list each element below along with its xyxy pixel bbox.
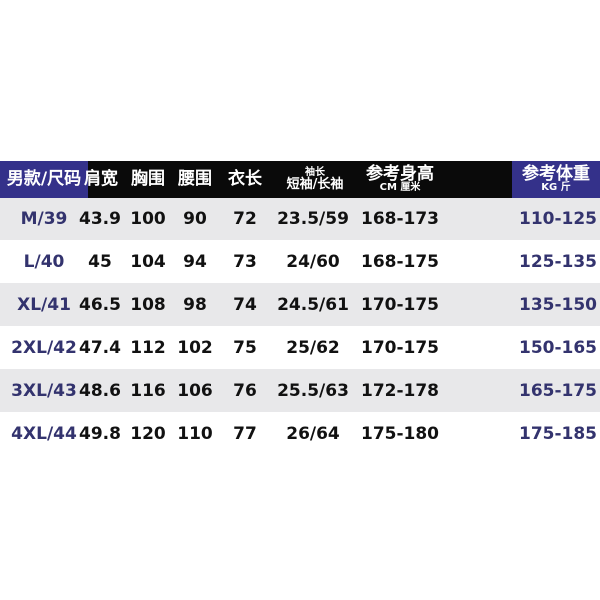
header-sleeve: 袖长 短袖/长袖 [270, 161, 360, 198]
table-row: XL/41 46.5 108 98 74 24.5/61 170-175 135-150 [0, 283, 600, 326]
header-waist-label: 腰围 [178, 169, 212, 189]
cell-height: 172-178 [360, 380, 440, 401]
cell-weight: 165-175 [518, 380, 598, 401]
table-row: 2XL/42 47.4 112 102 75 25/62 170-175 150-165 [0, 326, 600, 369]
cell-size: 2XL/42 [11, 337, 77, 358]
table-row: L/40 45 104 94 73 24/60 168-175 125-135 [0, 240, 600, 283]
header-chest-label: 胸围 [131, 169, 165, 189]
cell-weight: 150-165 [518, 337, 598, 358]
cell-waist: 106 [177, 380, 213, 401]
cell-length: 77 [233, 423, 257, 444]
header-chest: 胸围 [125, 161, 171, 198]
cell-weight: 125-135 [518, 251, 598, 272]
header-weight: 参考体重 KG 斤 [512, 161, 600, 198]
header-height-top: 参考身高 [366, 164, 434, 184]
header-size: 男款/尺码 [0, 161, 88, 198]
header-length-label: 衣长 [228, 169, 262, 189]
cell-weight: 135-150 [518, 294, 598, 315]
cell-shoulder: 46.5 [79, 294, 121, 315]
cell-size: M/39 [20, 209, 68, 229]
cell-size: 4XL/44 [11, 423, 77, 444]
table-row: M/39 43.9 100 90 72 23.5/59 168-173 110-125 [0, 198, 600, 240]
cell-chest: 108 [130, 294, 166, 315]
cell-weight: 110-125 [518, 209, 598, 229]
table-body: M/39 43.9 100 90 72 23.5/59 168-173 110-125 L/40… [0, 198, 600, 455]
cell-sleeve: 23.5/59 [277, 209, 349, 229]
cell-length: 72 [233, 209, 257, 229]
size-chart-table: 男款/尺码 肩宽 胸围 腰围 衣长 袖长 短袖/长袖 参考身高 CM 厘米 参考体重… [0, 161, 600, 455]
cell-chest: 104 [130, 251, 166, 272]
cell-sleeve: 24/60 [286, 251, 340, 272]
cell-length: 73 [233, 251, 257, 272]
header-shoulder-label: 肩宽 [84, 169, 118, 189]
cell-shoulder: 47.4 [79, 337, 121, 358]
cell-waist: 94 [183, 251, 207, 272]
cell-height: 168-173 [360, 209, 440, 229]
cell-size: L/40 [23, 251, 65, 272]
header-size-label: 男款/尺码 [6, 169, 82, 189]
table-row: 3XL/43 48.6 116 106 76 25.5/63 172-178 165-175 [0, 369, 600, 412]
header-height: 参考身高 CM 厘米 [360, 161, 440, 198]
cell-shoulder: 48.6 [79, 380, 121, 401]
cell-sleeve: 25.5/63 [277, 380, 349, 401]
header-weight-bottom: KG 斤 [541, 182, 571, 193]
cell-chest: 120 [130, 423, 166, 444]
cell-length: 75 [233, 337, 257, 358]
cell-length: 74 [233, 294, 257, 315]
cell-sleeve: 24.5/61 [277, 294, 349, 315]
cell-chest: 100 [130, 209, 166, 229]
cell-length: 76 [233, 380, 257, 401]
cell-shoulder: 49.8 [79, 423, 121, 444]
cell-height: 175-180 [360, 423, 440, 444]
cell-height: 168-175 [360, 251, 440, 272]
header-sleeve-top: 袖长 [305, 167, 325, 178]
cell-shoulder: 45 [88, 251, 112, 272]
header-row: 男款/尺码 肩宽 胸围 腰围 衣长 袖长 短袖/长袖 参考身高 CM 厘米 参考体重… [0, 161, 600, 198]
cell-sleeve: 25/62 [286, 337, 340, 358]
header-height-bottom: CM 厘米 [379, 182, 421, 193]
cell-height: 170-175 [360, 294, 440, 315]
cell-chest: 116 [130, 380, 166, 401]
cell-sleeve: 26/64 [286, 423, 340, 444]
header-length: 衣长 [222, 161, 268, 198]
cell-height: 170-175 [360, 337, 440, 358]
header-shoulder: 肩宽 [78, 161, 124, 198]
cell-waist: 102 [177, 337, 213, 358]
cell-waist: 90 [183, 209, 207, 229]
cell-size: 3XL/43 [11, 380, 77, 401]
header-waist: 腰围 [172, 161, 218, 198]
header-weight-top: 参考体重 [522, 164, 590, 184]
header-sleeve-bottom: 短袖/长袖 [286, 177, 344, 192]
cell-shoulder: 43.9 [79, 209, 121, 229]
cell-waist: 98 [183, 294, 207, 315]
table-row: 4XL/44 49.8 120 110 77 26/64 175-180 175-185 [0, 412, 600, 455]
cell-weight: 175-185 [518, 423, 598, 444]
cell-chest: 112 [130, 337, 166, 358]
cell-size: XL/41 [17, 294, 71, 315]
cell-waist: 110 [177, 423, 213, 444]
